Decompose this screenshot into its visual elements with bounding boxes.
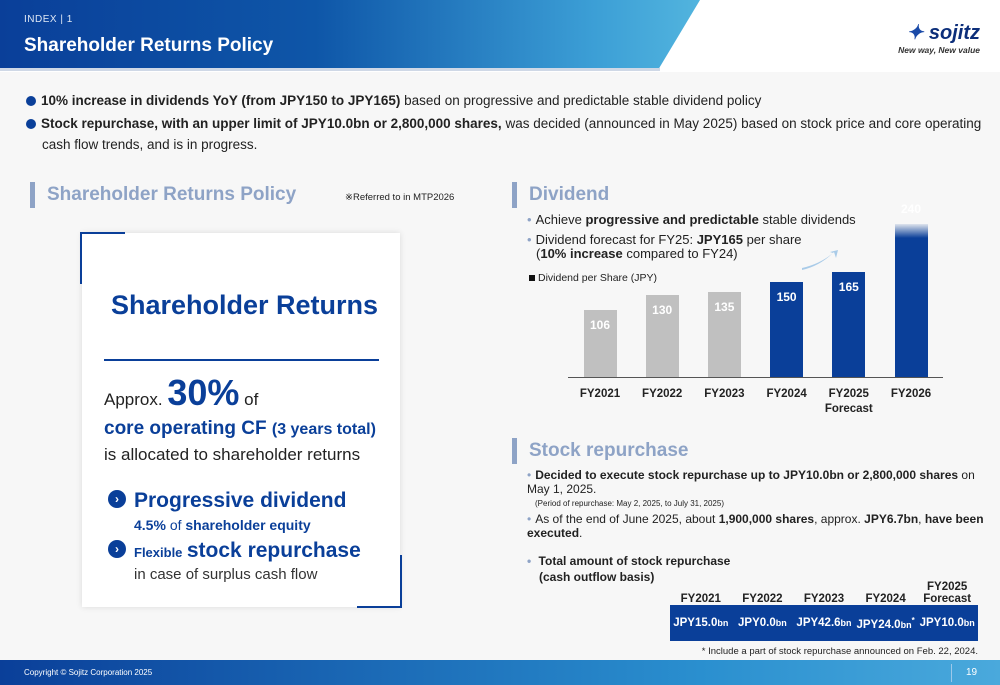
mtp-note: ※Referred to in MTP2026 bbox=[345, 192, 455, 203]
policy-heading: Shareholder Returns Policy bbox=[30, 182, 296, 208]
dividend-chart: 106 FY2021 130 FY2022 135 FY2023 150 FY2024 165 F… bbox=[579, 202, 932, 415]
progressive-dividend-sub: 4.5% of shareholder equity bbox=[134, 517, 311, 533]
flexible-repurchase-title: Flexible stock repurchase bbox=[134, 539, 361, 562]
table-header-cell: FY2023 bbox=[803, 593, 845, 605]
dividend-bullet-1: • Achieve progressive and predictable sta… bbox=[527, 212, 856, 227]
page-title: Shareholder Returns Policy bbox=[24, 35, 274, 56]
card-corner-top bbox=[80, 232, 125, 284]
table-value-cell: JPY0.0bn bbox=[738, 617, 787, 629]
repurchase-period: (Period of repurchase: May 2, 2025, to J… bbox=[535, 499, 724, 508]
approx-line: Approx. 30% of bbox=[104, 372, 259, 413]
footer: Copyright © Sojitz Corporation 2025 19 bbox=[0, 660, 1000, 685]
bar-value-label: 106 bbox=[589, 318, 611, 333]
bar-value-label: 150 bbox=[776, 290, 797, 304]
bullet-dot-icon bbox=[26, 96, 36, 106]
copyright: Copyright © Sojitz Corporation 2025 bbox=[24, 668, 153, 677]
repurchase-heading: Stock repurchase bbox=[512, 438, 688, 464]
summary-bullet-2: Stock repurchase, with an upper limit of… bbox=[26, 113, 986, 155]
table-value-cell: JPY10.0bn bbox=[919, 617, 975, 629]
dividend-bullet-2: • Dividend forecast for FY25: JPY165 per … bbox=[527, 232, 802, 261]
table-header-cell: FY2025 Forecast bbox=[923, 581, 972, 605]
progressive-dividend-title: Progressive dividend bbox=[134, 489, 347, 512]
allocated-line: is allocated to shareholder returns bbox=[104, 445, 361, 464]
page-number: 19 bbox=[966, 667, 978, 678]
header-band bbox=[0, 0, 700, 70]
chevron-right-icon: › bbox=[108, 540, 126, 560]
dividend-heading: Dividend bbox=[512, 182, 609, 208]
bar-fy2021 bbox=[583, 310, 617, 378]
x-tick-label: FY2024 bbox=[766, 388, 807, 400]
bar-fy2022 bbox=[645, 294, 679, 378]
header-divider bbox=[0, 68, 660, 71]
table-value-cell: JPY24.0bn* bbox=[856, 615, 915, 631]
card-corner-bottom bbox=[357, 555, 402, 608]
bar-fy2026 bbox=[894, 224, 928, 378]
bar-fy2025 bbox=[832, 272, 866, 378]
repurchase-bullet-2: • As of the end of June 2025, about 1,900… bbox=[527, 512, 984, 540]
x-tick-label: FY2026 bbox=[890, 388, 932, 400]
summary-bullets: 10% increase in dividends YoY (from JPY1… bbox=[26, 90, 986, 155]
table-header-cell: FY2021 bbox=[680, 593, 721, 605]
bar-fy2024 bbox=[770, 282, 804, 378]
x-tick-label: FY2025 Forecast bbox=[824, 388, 873, 415]
x-tick-label: FY2023 bbox=[704, 388, 745, 400]
repurchase-footnote: * Include a part of stock repurchase ann… bbox=[701, 646, 978, 657]
bar-fy2023 bbox=[707, 291, 741, 378]
bar-value-label: 240 bbox=[900, 202, 922, 217]
chevron-right-icon: › bbox=[108, 490, 126, 510]
sojitz-logo: ✦ sojitz New way, New value bbox=[898, 22, 980, 55]
summary-bullet-1: 10% increase in dividends YoY (from JPY1… bbox=[26, 90, 986, 111]
bar-value-label: 130 bbox=[652, 302, 673, 317]
footer-divider bbox=[951, 664, 952, 682]
x-tick-label: FY2021 bbox=[579, 388, 621, 400]
chart-baseline bbox=[568, 377, 943, 378]
repurchase-bullet-1: • Decided to execute stock repurchase up … bbox=[527, 468, 975, 496]
core-cf-line: core operating CF (3 years total) bbox=[104, 418, 376, 439]
card-title: Shareholder Returns bbox=[110, 290, 379, 320]
bullet-dot-icon bbox=[26, 119, 36, 129]
table-header-cell: FY2024 bbox=[865, 593, 906, 605]
chart-legend: Dividend per Share (JPY) bbox=[529, 272, 657, 284]
bar-value-label: 165 bbox=[838, 280, 859, 295]
total-repurchase-label: • Total amount of stock repurchase (cash … bbox=[527, 554, 731, 584]
repurchase-bullets: • Decided to execute stock repurchase up … bbox=[527, 468, 987, 540]
index-label: INDEX | 1 bbox=[24, 14, 73, 25]
bar-value-label: 135 bbox=[714, 299, 735, 314]
repurchase-table: FY2021 FY2022 FY2023 FY2024 FY2025 Forecast J… bbox=[670, 570, 978, 641]
card-divider bbox=[104, 359, 379, 361]
table-header-cell: FY2022 bbox=[742, 593, 783, 605]
flexible-repurchase-sub: in case of surplus cash flow bbox=[134, 566, 318, 583]
shareholder-returns-card bbox=[82, 233, 400, 607]
growth-arrow-icon bbox=[802, 250, 838, 270]
legend-square-icon bbox=[529, 275, 535, 281]
logo-mark-icon: ✦ bbox=[906, 22, 924, 44]
x-tick-label: FY2022 bbox=[642, 388, 683, 400]
table-value-cell: JPY42.6bn bbox=[796, 617, 852, 629]
table-value-cell: JPY15.0bn bbox=[673, 617, 729, 629]
